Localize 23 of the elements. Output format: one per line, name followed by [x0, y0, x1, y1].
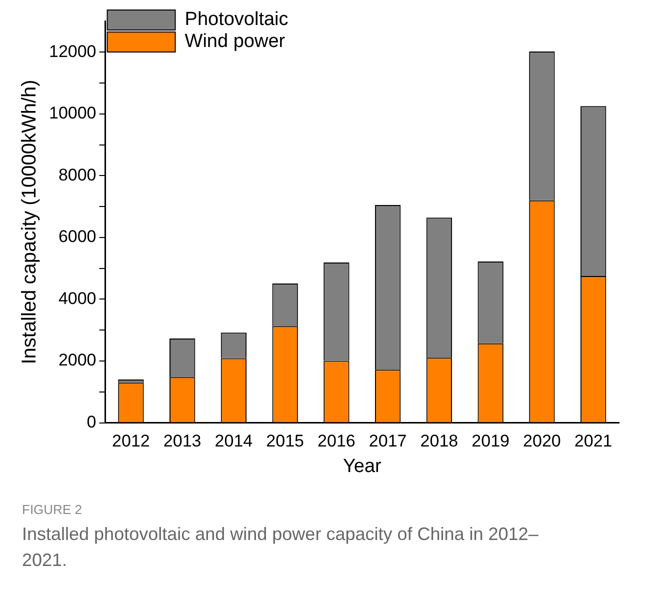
caption: FIGURE 2 [22, 502, 83, 517]
y-tick-label: 10000 [48, 104, 96, 123]
legend-label: Photovoltaic [184, 9, 288, 30]
x-tick-label: 2017 [368, 432, 407, 451]
y-tick-label: 6000 [58, 227, 96, 246]
y-tick-label: 4000 [58, 288, 96, 308]
x-tick-label: 2012 [112, 432, 150, 451]
y-axis-title: Installed capacity (10000kWh/h) [18, 80, 41, 364]
legend-label: Wind power [184, 31, 286, 52]
x-tick-label: 2020 [523, 432, 561, 451]
x-tick-label: 2019 [472, 432, 510, 451]
x-tick-label: 2018 [420, 432, 458, 451]
y-tick-label: 0 [86, 412, 96, 432]
x-tick-label: 2016 [318, 432, 356, 451]
x-tick-label: 2013 [163, 432, 202, 451]
x-tick-label: 2015 [266, 432, 304, 451]
x-tick-label: 2014 [214, 432, 253, 451]
x-tick-label: 2021 [574, 432, 612, 451]
x-axis-title: Year [342, 456, 382, 477]
text: Installed photovoltaic and wind power capacity of China in 2012–2021. [22, 523, 540, 572]
y-tick-label: 12000 [48, 42, 96, 61]
y-tick-label: 8000 [58, 165, 96, 184]
y-tick-label: 2000 [58, 350, 96, 370]
